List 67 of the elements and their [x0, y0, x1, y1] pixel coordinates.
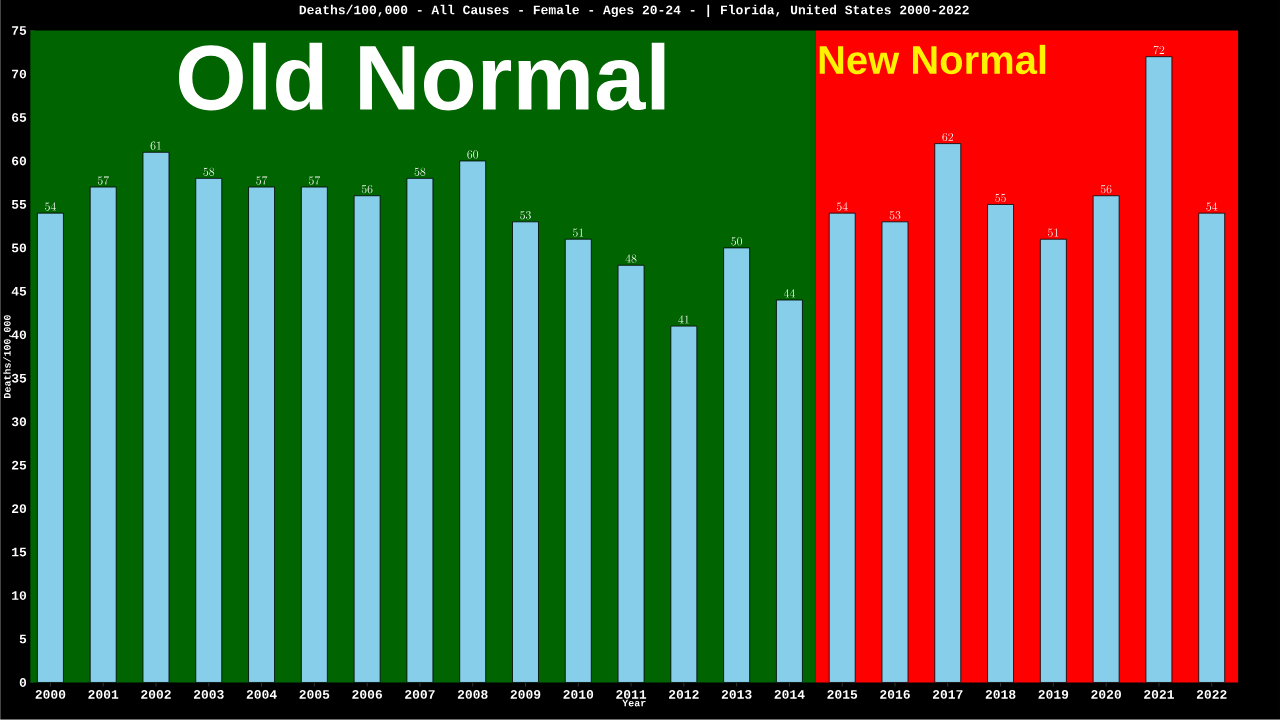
- x-tick-label: 2000: [35, 690, 66, 699]
- y-tick-label: 75: [12, 26, 27, 36]
- data-label: 48: [625, 254, 637, 263]
- data-label: 51: [1048, 228, 1059, 237]
- data-label: 53: [520, 211, 531, 220]
- x-tick-label: 2018: [985, 690, 1016, 699]
- x-tick-label: 2016: [880, 690, 910, 699]
- x-tick-label: 2010: [563, 690, 594, 699]
- data-label: 56: [361, 185, 373, 194]
- data-label: 72: [1153, 45, 1165, 55]
- x-tick-label: 2007: [405, 690, 435, 699]
- y-tick-label: 45: [11, 287, 27, 296]
- data-label: 62: [942, 132, 954, 142]
- x-tick-label: 2020: [1091, 690, 1121, 699]
- y-tick-label: 0: [19, 678, 27, 687]
- x-tick-label: 2014: [774, 690, 805, 699]
- data-label: 56: [1100, 185, 1112, 194]
- x-tick-label: 2011: [616, 690, 647, 699]
- y-tick-label: 35: [11, 373, 27, 383]
- data-label: 41: [678, 315, 689, 324]
- band-label: Old Normal: [178, 42, 665, 111]
- x-tick-label: 2004: [246, 690, 277, 699]
- x-tick-label: 2017: [932, 690, 963, 699]
- y-axis-title: Deaths/100,000: [3, 315, 13, 398]
- y-tick-label: 65: [12, 113, 27, 123]
- x-tick-label: 2019: [1038, 690, 1069, 699]
- x-tick-label: 2021: [1144, 690, 1174, 699]
- data-label: 60: [467, 150, 479, 159]
- y-tick-label: 50: [11, 243, 27, 253]
- data-label: 54: [45, 202, 56, 211]
- data-label: 57: [309, 176, 321, 185]
- y-tick-label: 15: [12, 547, 27, 557]
- x-tick-label: 2008: [457, 690, 488, 699]
- x-tick-label: 2013: [721, 690, 752, 699]
- chart-title: Deaths/100,000 - All Causes - Female - Ages 20-24 - | Florida, United States 2000-2022: [299, 4, 969, 18]
- x-tick-label: 2022: [1196, 690, 1227, 699]
- band-label: New Normal: [819, 44, 1046, 75]
- x-tick-label: 2009: [510, 690, 541, 699]
- x-tick-label: 2015: [827, 690, 858, 699]
- data-label: 58: [414, 167, 426, 176]
- y-tick-label: 25: [12, 460, 27, 470]
- data-label: 58: [203, 167, 215, 176]
- x-tick-label: 2002: [141, 690, 171, 699]
- data-label: 54: [836, 202, 848, 211]
- x-tick-label: 2006: [352, 690, 382, 699]
- x-tick-label: 2005: [299, 690, 330, 699]
- x-tick-label: 2003: [193, 690, 224, 699]
- x-tick-label: 2012: [669, 690, 699, 699]
- data-label: 57: [97, 176, 109, 185]
- x-axis-title: Year: [622, 699, 646, 707]
- data-label: 55: [995, 193, 1006, 203]
- data-label: 51: [572, 228, 584, 237]
- data-label: 53: [889, 211, 901, 220]
- x-tick-label: 2001: [88, 690, 119, 699]
- data-label: 44: [783, 289, 795, 298]
- y-tick-label: 60: [12, 156, 27, 166]
- y-tick-label: 40: [11, 330, 27, 340]
- y-tick-label: 5: [19, 634, 27, 644]
- data-label: 57: [256, 176, 268, 185]
- y-tick-label: 10: [12, 591, 27, 601]
- data-label: 54: [1206, 202, 1218, 211]
- data-label: 50: [731, 237, 742, 246]
- data-label: 61: [150, 141, 161, 150]
- y-tick-label: 55: [11, 200, 27, 209]
- y-tick-label: 30: [11, 417, 27, 427]
- y-tick-label: 70: [12, 69, 27, 79]
- y-tick-label: 20: [12, 504, 27, 514]
